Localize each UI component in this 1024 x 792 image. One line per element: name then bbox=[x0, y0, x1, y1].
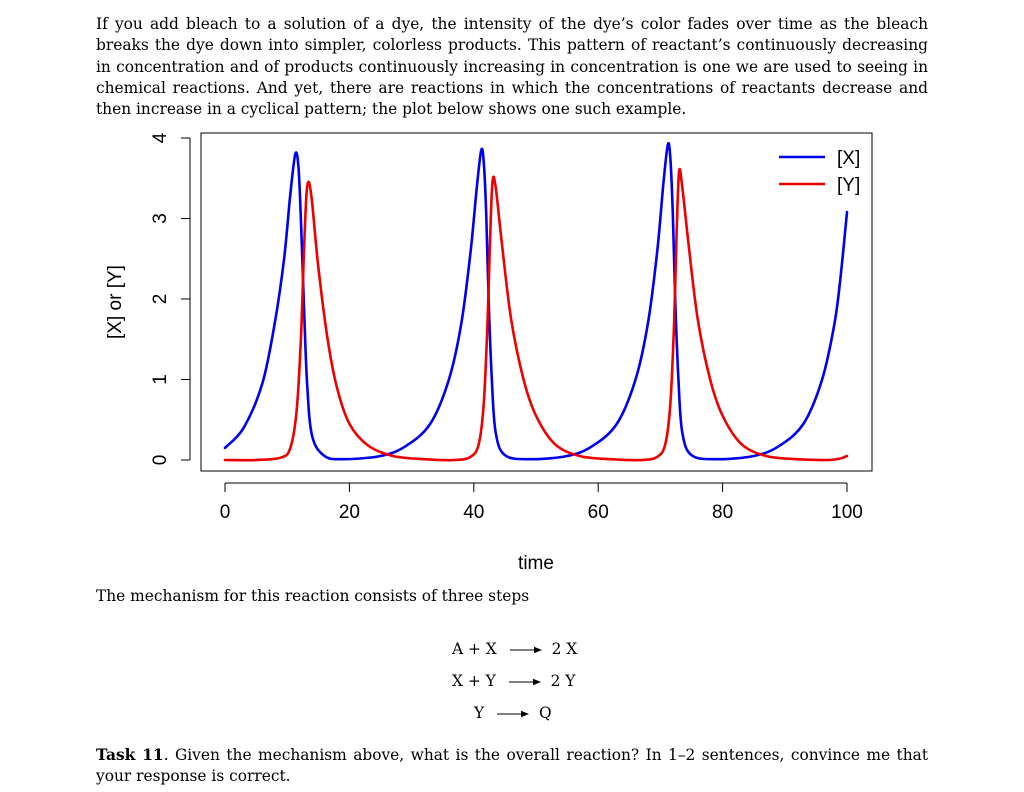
intro-paragraph: If you add bleach to a solution of a dye… bbox=[96, 15, 928, 119]
series-line-x bbox=[223, 141, 849, 461]
series-layer bbox=[223, 141, 849, 462]
task-label: Task 11 bbox=[96, 746, 164, 764]
x-axis-label: time bbox=[518, 553, 554, 574]
y-axis: 0 1 2 3 4 bbox=[150, 132, 191, 466]
y-tick-label: 1 bbox=[150, 374, 171, 385]
step-2-reactants: X + Y bbox=[452, 672, 496, 690]
step-2-products: 2 Y bbox=[550, 672, 576, 690]
task-prompt: Task 11. Given the mechanism above, what… bbox=[96, 745, 928, 788]
reaction-arrow-icon bbox=[508, 678, 541, 686]
x-tick-label: 20 bbox=[339, 502, 360, 523]
step-3-reactants: Y bbox=[474, 704, 485, 722]
x-tick-label: 80 bbox=[712, 502, 733, 523]
reaction-arrow-icon bbox=[497, 710, 530, 718]
x-tick-label: 60 bbox=[588, 502, 609, 523]
task-text: . Given the mechanism above, what is the… bbox=[96, 746, 929, 786]
x-tick-label: 100 bbox=[831, 502, 863, 523]
x-tick-label: 0 bbox=[220, 502, 231, 523]
legend-label-x: [X] bbox=[837, 148, 860, 169]
y-tick-label: 4 bbox=[150, 132, 171, 143]
y-tick-label: 0 bbox=[150, 455, 171, 466]
x-tick-label: 40 bbox=[463, 502, 484, 523]
step-3: Y Q bbox=[474, 704, 552, 722]
plot-frame bbox=[200, 132, 873, 472]
legend: [X] [Y] bbox=[779, 148, 860, 196]
step-2: X + Y 2 Y bbox=[452, 672, 575, 690]
reaction-arrow-icon bbox=[509, 646, 542, 654]
step-1-products: 2 X bbox=[551, 640, 578, 658]
legend-label-y: [Y] bbox=[837, 175, 860, 196]
series-line-y bbox=[223, 167, 849, 462]
concentration-chart: 0 20 40 60 80 100 0 1 2 3 4 time [X] or [Y] [X] [… bbox=[105, 132, 873, 574]
y-axis-label: [X] or [Y] bbox=[105, 265, 126, 339]
step-1-reactants: A + X bbox=[452, 640, 497, 658]
y-tick-label: 2 bbox=[150, 294, 171, 305]
y-tick-label: 3 bbox=[150, 213, 171, 224]
x-axis: 0 20 40 60 80 100 bbox=[220, 482, 863, 523]
step-1: A + X 2 X bbox=[452, 640, 577, 658]
step-3-products: Q bbox=[538, 704, 552, 722]
mechanism-intro: The mechanism for this reaction consists… bbox=[96, 587, 530, 605]
